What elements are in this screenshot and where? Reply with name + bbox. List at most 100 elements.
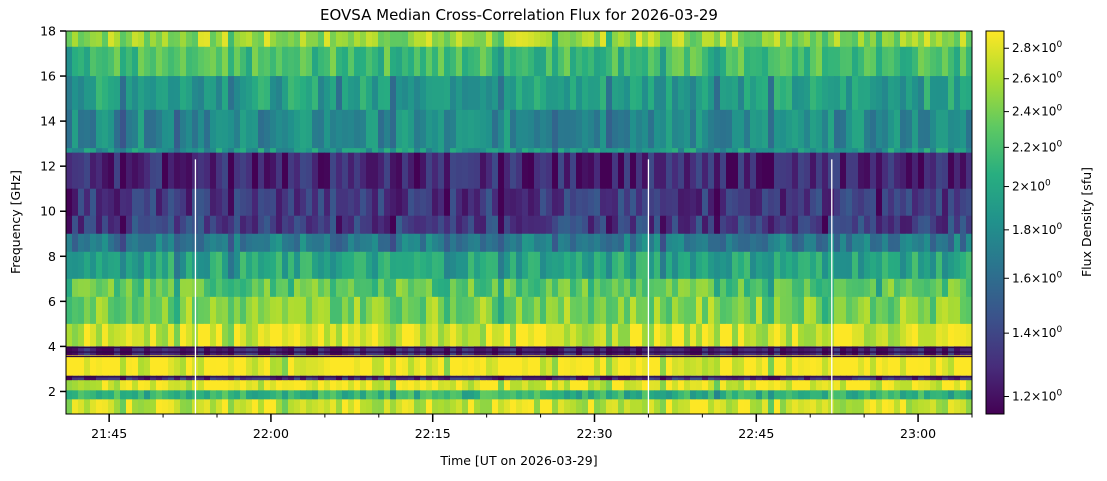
heatmap-cell [462, 46, 469, 77]
heatmap-cell [864, 251, 871, 280]
heatmap-cell [108, 148, 115, 154]
heatmap-cell [924, 296, 931, 325]
heatmap-band [66, 375, 972, 381]
heatmap-cell [708, 375, 715, 381]
heatmap-cell [606, 296, 613, 325]
heatmap-cell [528, 251, 535, 280]
heatmap-cell [582, 390, 589, 400]
heatmap-cell [300, 380, 307, 391]
heatmap-cell [162, 346, 169, 356]
heatmap-cell [618, 31, 625, 48]
heatmap-cell [138, 346, 145, 356]
heatmap-cell [732, 355, 739, 377]
heatmap-cell [114, 355, 121, 377]
heatmap-cell [684, 323, 691, 347]
heatmap-cell [120, 355, 127, 377]
heatmap-cell [276, 278, 283, 298]
heatmap-cell [168, 109, 175, 149]
heatmap-cell [264, 31, 271, 48]
heatmap-cell [336, 152, 343, 190]
heatmap-cell [834, 346, 841, 356]
heatmap-cell [924, 109, 931, 149]
heatmap-cell [912, 296, 919, 325]
heatmap-cell [594, 380, 601, 391]
heatmap-cell [702, 380, 709, 391]
heatmap-cell [804, 76, 811, 111]
heatmap-cell [330, 355, 337, 377]
heatmap-cell [942, 380, 949, 391]
heatmap-cell [510, 215, 517, 235]
heatmap-cell [384, 46, 391, 77]
heatmap-cell [504, 31, 511, 48]
heatmap-cell [144, 46, 151, 77]
heatmap-cell [300, 109, 307, 149]
heatmap-cell [696, 109, 703, 149]
heatmap-cell [726, 251, 733, 280]
heatmap-cell [96, 278, 103, 298]
heatmap-cell [924, 233, 931, 253]
heatmap-cell [906, 380, 913, 391]
heatmap-cell [210, 188, 217, 217]
heatmap-cell [714, 323, 721, 347]
heatmap-cell [876, 323, 883, 347]
heatmap-cell [324, 46, 331, 77]
heatmap-cell [750, 296, 757, 325]
heatmap-cell [246, 215, 253, 235]
heatmap-cell [366, 215, 373, 235]
heatmap-cell [432, 188, 439, 217]
heatmap-cell [708, 355, 715, 377]
heatmap-cell [720, 148, 727, 154]
heatmap-cell [630, 380, 637, 391]
heatmap-cell [612, 390, 619, 400]
heatmap-cell [348, 76, 355, 111]
heatmap-cell [78, 399, 85, 414]
heatmap-cell [204, 233, 211, 253]
heatmap-cell [294, 215, 301, 235]
heatmap-cell [624, 251, 631, 280]
heatmap-cell [912, 233, 919, 253]
heatmap-cell [492, 375, 499, 381]
heatmap-cell [360, 233, 367, 253]
heatmap-cell [810, 148, 817, 154]
heatmap-cell [660, 390, 667, 400]
heatmap-cell [102, 76, 109, 111]
heatmap-cell [222, 233, 229, 253]
heatmap-cell [108, 380, 115, 391]
heatmap-cell [72, 296, 79, 325]
heatmap-cell [840, 346, 847, 356]
heatmap-cell [306, 346, 313, 356]
heatmap-cell [156, 152, 163, 190]
heatmap-cell [792, 296, 799, 325]
heatmap-cell [474, 233, 481, 253]
heatmap-cell [906, 375, 913, 381]
heatmap-cell [210, 31, 217, 48]
heatmap-cell [714, 375, 721, 381]
heatmap-cell [408, 148, 415, 154]
heatmap-cell [582, 188, 589, 217]
heatmap-cell [762, 148, 769, 154]
heatmap-cell [906, 148, 913, 154]
heatmap-cell [570, 375, 577, 381]
heatmap-cell [228, 346, 235, 356]
heatmap-cell [696, 355, 703, 377]
heatmap-cell [912, 31, 919, 48]
heatmap-cell [66, 355, 73, 377]
heatmap-cell [936, 109, 943, 149]
heatmap-cell [330, 278, 337, 298]
heatmap-cell [840, 296, 847, 325]
heatmap-cell [870, 109, 877, 149]
heatmap-cell [516, 152, 523, 190]
heatmap-cell [474, 31, 481, 48]
heatmap-cell [390, 215, 397, 235]
heatmap-cell [954, 399, 961, 414]
heatmap-cell [720, 233, 727, 253]
heatmap-cell [234, 31, 241, 48]
heatmap-cell [822, 46, 829, 77]
heatmap-cell [204, 152, 211, 190]
heatmap-cell [774, 233, 781, 253]
heatmap-cell [900, 31, 907, 48]
heatmap-cell [666, 390, 673, 400]
heatmap-cell [510, 278, 517, 298]
heatmap-cell [552, 380, 559, 391]
heatmap-cell [774, 148, 781, 154]
